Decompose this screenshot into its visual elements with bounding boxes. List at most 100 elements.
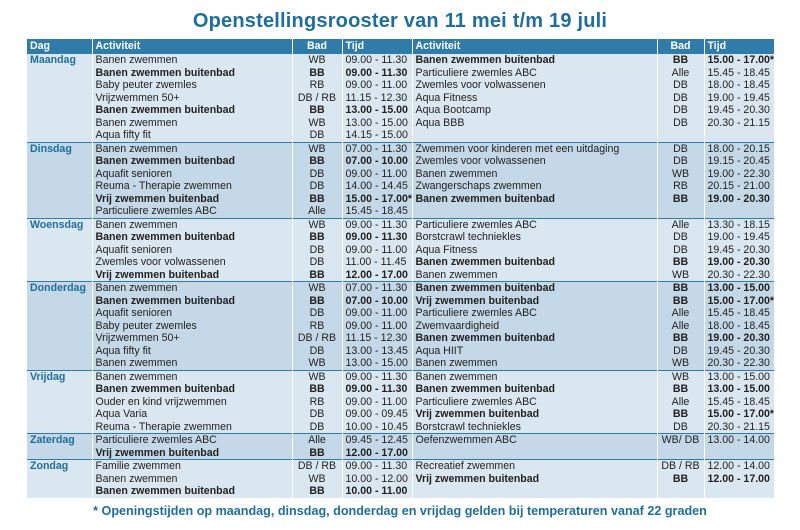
day-label [27, 243, 93, 256]
activity-cell: Banen zwemmen [92, 141, 293, 155]
schedule-row: Reuma - Therapie zwemmen DB 14.00 - 14.45 Z… [27, 180, 775, 193]
day-label: Zaterdag [27, 433, 93, 447]
activity-cell: Vrijzwemmen 50+ [92, 332, 293, 345]
time-cell: 19.00 - 19.45 [704, 231, 775, 244]
activity-cell: Particuliere zwemles ABC [92, 433, 293, 447]
pool-cell: RB [292, 319, 343, 332]
pool-cell: WB [657, 167, 705, 180]
header-pool-2: Bad [657, 39, 705, 54]
header-day: Dag [27, 39, 93, 54]
time-cell: 09.00 - 11.00 [342, 167, 413, 180]
schedule-row: Aqua fifty fit DB 13.00 - 13.45 Aqua HIIT DB… [27, 344, 775, 357]
pool-cell: DB / RB [292, 332, 343, 345]
time-cell: 13.00 - 15.00 [342, 357, 413, 370]
day-label [27, 294, 93, 307]
activity-cell: Vrij zwemmen buitenbad [412, 408, 658, 421]
time-cell: 15.00 - 17.00* [704, 408, 775, 421]
activity-cell: Banen zwemmen buitenbad [92, 66, 293, 79]
activity-cell: Banen zwemmen buitenbad [92, 294, 293, 307]
time-cell: 13.30 - 18.15 [704, 217, 775, 231]
schedule-row: Banen zwemmen buitenbad BB 09.00 - 11.30 Pa… [27, 66, 775, 79]
pool-cell: DB [292, 129, 343, 142]
day-label [27, 420, 93, 434]
time-cell: 19.15 - 20.45 [704, 155, 775, 168]
day-label [27, 231, 93, 244]
pool-cell: Alle [657, 217, 705, 231]
activity-cell: Zwemles voor volwassenen [412, 155, 658, 168]
pool-cell: BB [657, 383, 705, 396]
activity-cell: Banen zwemmen buitenbad [412, 281, 658, 295]
day-label [27, 205, 93, 218]
time-cell: 10.00 - 12.00 [342, 472, 413, 485]
time-cell [704, 205, 775, 218]
activity-cell: Particuliere zwemles ABC [412, 217, 658, 231]
pool-cell: WB [292, 281, 343, 295]
activity-cell: Aqua Bootcamp [412, 104, 658, 117]
activity-cell: Aquafit senioren [92, 307, 293, 320]
pool-cell: DB [657, 243, 705, 256]
time-cell: 19.45 - 20.30 [704, 104, 775, 117]
schedule-row: Ouder en kind vrijzwemmen RB 09.00 - 11.00… [27, 395, 775, 408]
activity-cell: Banen zwemmen buitenbad [92, 383, 293, 396]
activity-cell: Recreatief zwemmen [412, 459, 658, 473]
pool-cell: Alle [657, 66, 705, 79]
day-label: Maandag [27, 53, 93, 67]
pool-cell: WB [292, 141, 343, 155]
time-cell: 19.00 - 20.30 [704, 192, 775, 205]
pool-cell: DB [657, 420, 705, 434]
activity-cell: Baby peuter zwemles [92, 319, 293, 332]
pool-cell: BB [657, 472, 705, 485]
activity-cell: Banen zwemmen [92, 53, 293, 67]
time-cell: 14.15 - 15.00 [342, 129, 413, 142]
schedule-row: Woensdag Banen zwemmen WB 09.00 - 11.30 Part… [27, 217, 775, 231]
pool-cell: BB [657, 281, 705, 295]
activity-cell: Borstcrawl techniekles [412, 231, 658, 244]
activity-cell: Banen zwemmen [92, 472, 293, 485]
day-label: Zondag [27, 459, 93, 473]
schedule-row: Banen zwemmen buitenbad BB 07.00 - 10.00 Vr… [27, 294, 775, 307]
time-cell: 19.00 - 20.30 [704, 332, 775, 345]
time-cell: 09.00 - 11.30 [342, 369, 413, 383]
pool-cell: BB [657, 53, 705, 67]
activity-cell: Banen zwemmen buitenbad [92, 155, 293, 168]
day-label [27, 408, 93, 421]
activity-cell: Oefenzwemmen ABC [412, 433, 658, 447]
activity-cell: Vrij zwemmen buitenbad [92, 446, 293, 460]
schedule-row: Banen zwemmen buitenbad BB 07.00 - 10.00 Zw… [27, 155, 775, 168]
schedule-body: Maandag Banen zwemmen WB 09.00 - 11.30 Banen… [27, 53, 775, 498]
schedule-row: Vrijzwemmen 50+ DB / RB 11.15 - 12.30 Aqua … [27, 91, 775, 104]
schedule-row: Banen zwemmen WB 13.00 - 15.00 Banen zwemme… [27, 357, 775, 370]
pool-cell: DB [657, 116, 705, 129]
day-label: Vrijdag [27, 369, 93, 383]
time-cell: 20.30 - 21.15 [704, 116, 775, 129]
activity-cell: Banen zwemmen buitenbad [412, 53, 658, 67]
pool-cell: BB [292, 192, 343, 205]
page-title: Openstellingsrooster van 11 mei t/m 19 j… [192, 10, 608, 32]
time-cell: 09.00 - 11.30 [342, 53, 413, 67]
schedule-row: Banen zwemmen buitenbad BB 09.00 - 11.30 Ba… [27, 383, 775, 396]
activity-cell: Banen zwemmen [92, 217, 293, 231]
time-cell: 07.00 - 10.00 [342, 155, 413, 168]
schedule-row: Baby peuter zwemles RB 09.00 - 11.00 Zwemva… [27, 319, 775, 332]
time-cell: 12.00 - 14.00 [704, 459, 775, 473]
activity-cell: Vrij zwemmen buitenbad [92, 268, 293, 282]
activity-cell: Aqua BBB [412, 116, 658, 129]
time-cell: 07.00 - 10.00 [342, 294, 413, 307]
time-cell: 19.00 - 19.45 [704, 91, 775, 104]
activity-cell: Banen zwemmen [92, 357, 293, 370]
time-cell: 15.45 - 18.45 [704, 307, 775, 320]
pool-cell: DB [657, 104, 705, 117]
pool-cell: BB [657, 192, 705, 205]
day-label [27, 79, 93, 92]
pool-cell: BB [292, 268, 343, 282]
pool-cell [657, 446, 705, 460]
time-cell: 12.00 - 17.00 [342, 446, 413, 460]
pool-cell: BB [657, 256, 705, 269]
time-cell: 09.00 - 11.00 [342, 395, 413, 408]
time-cell: 20.15 - 21.00 [704, 180, 775, 193]
schedule-row: Particuliere zwemles ABC Alle 15.45 - 18.4… [27, 205, 775, 218]
time-cell: 09.00 - 11.00 [342, 243, 413, 256]
activity-cell: Zwemvaardigheid [412, 319, 658, 332]
table-header-row: Dag Activiteit Bad Tijd Activiteit Bad T… [27, 39, 775, 54]
pool-cell: WB [292, 472, 343, 485]
